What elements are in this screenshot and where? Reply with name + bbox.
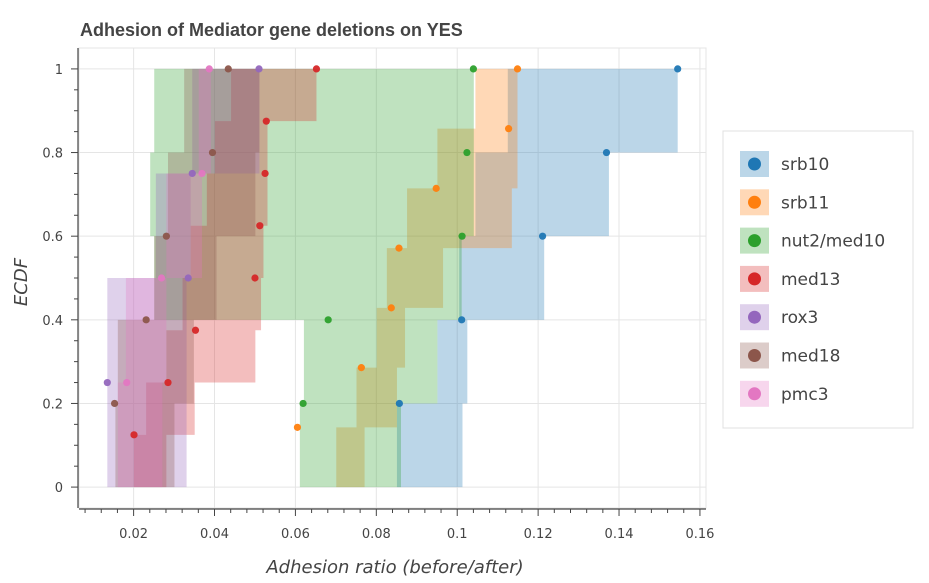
x-tick-label-6: 0.14 xyxy=(605,527,634,542)
x-tick-label-3: 0.08 xyxy=(362,527,391,542)
legend-marker-srb10 xyxy=(748,157,761,171)
point-med13-5 xyxy=(261,169,269,178)
point-srb10-3 xyxy=(602,148,611,157)
legend-label-pmc3: pmc3 xyxy=(781,385,829,405)
point-med13-7 xyxy=(312,65,321,73)
point-med13-0 xyxy=(130,431,138,439)
x-tick-label-1: 0.04 xyxy=(200,527,229,542)
point-med13-2 xyxy=(191,326,200,334)
point-pmc3-1 xyxy=(157,274,166,282)
grid-lines xyxy=(79,48,706,508)
band-rox3 xyxy=(107,68,260,488)
y-tick-label-4: 0.8 xyxy=(42,147,63,162)
point-med18-2 xyxy=(162,232,170,240)
point-nut2-med10-4 xyxy=(469,65,478,73)
legend-marker-srb11 xyxy=(748,195,761,209)
point-srb11-4 xyxy=(432,184,440,192)
point-med18-3 xyxy=(208,148,217,157)
confidence-bands xyxy=(107,68,678,488)
point-rox3-2 xyxy=(188,169,196,178)
point-rox3-1 xyxy=(184,274,192,282)
legend-marker-rox3 xyxy=(748,310,761,324)
legend-label-med13: med13 xyxy=(781,270,840,290)
point-med18-4 xyxy=(224,65,232,73)
legend: srb10 srb11 nut2/med10 med13 rox3 med18 pmc3 xyxy=(722,130,914,429)
point-srb10-1 xyxy=(458,316,466,324)
band-srb10 xyxy=(389,68,678,488)
point-rox3-0 xyxy=(103,378,111,387)
point-srb11-6 xyxy=(513,65,522,73)
point-med18-1 xyxy=(142,316,150,324)
point-med13-6 xyxy=(262,117,270,125)
x-tick-label-5: 0.12 xyxy=(524,527,553,542)
y-tick-label-0: 0 xyxy=(55,481,63,496)
x-tick-label-4: 0.1 xyxy=(447,527,468,542)
point-pmc3-3 xyxy=(205,65,213,73)
chart-title: Adhesion of Mediator gene deletions on Y… xyxy=(80,20,463,40)
legend-marker-nut2-med10 xyxy=(748,234,761,248)
legend-label-srb11: srb11 xyxy=(781,193,829,213)
legend-label-rox3: rox3 xyxy=(781,308,818,328)
point-srb10-4 xyxy=(674,65,682,73)
point-nut2-med10-0 xyxy=(299,399,307,408)
point-med13-3 xyxy=(251,274,259,282)
point-srb10-0 xyxy=(395,399,403,408)
y-tick-label-2: 0.4 xyxy=(42,314,63,329)
point-srb11-5 xyxy=(504,125,513,133)
point-med13-4 xyxy=(256,222,264,230)
band-med13 xyxy=(129,68,317,488)
legend-marker-pmc3 xyxy=(748,387,761,401)
x-axis: 0.02 0.04 0.06 0.08 0.1 0.12 0.14 0.16 xyxy=(79,508,714,542)
band-srb11 xyxy=(287,68,518,488)
point-srb10-2 xyxy=(538,232,547,240)
x-axis-label: Adhesion ratio (before/after) xyxy=(265,557,523,578)
band-nut2-med10 xyxy=(150,68,474,488)
y-tick-label-5: 1 xyxy=(55,63,63,78)
point-pmc3-0 xyxy=(123,378,131,387)
data-points xyxy=(103,65,682,439)
point-srb11-1 xyxy=(357,364,365,372)
y-tick-label-3: 0.6 xyxy=(42,230,63,245)
y-axis-label: ECDF xyxy=(11,257,32,306)
point-nut2-med10-3 xyxy=(463,148,471,157)
legend-label-med18: med18 xyxy=(781,347,840,367)
point-nut2-med10-2 xyxy=(458,232,466,240)
y-tick-label-1: 0.2 xyxy=(42,397,63,412)
point-med13-1 xyxy=(164,378,172,387)
x-tick-label-0: 0.02 xyxy=(119,527,148,542)
legend-marker-med13 xyxy=(748,272,761,286)
x-tick-label-2: 0.06 xyxy=(281,527,310,542)
y-axis: 0 0.2 0.4 0.6 0.8 1 xyxy=(42,48,79,508)
point-rox3-3 xyxy=(255,65,263,73)
legend-marker-med18 xyxy=(748,349,761,362)
point-srb11-0 xyxy=(293,423,302,431)
legend-label-nut2-med10: nut2/med10 xyxy=(781,232,885,252)
point-srb11-3 xyxy=(395,244,403,252)
point-srb11-2 xyxy=(387,304,395,312)
point-nut2-med10-1 xyxy=(324,316,332,324)
x-tick-label-7: 0.16 xyxy=(685,527,714,542)
point-pmc3-2 xyxy=(198,169,206,178)
point-med18-0 xyxy=(110,399,119,408)
plot-frame xyxy=(78,47,707,509)
legend-label-srb10: srb10 xyxy=(781,155,829,175)
